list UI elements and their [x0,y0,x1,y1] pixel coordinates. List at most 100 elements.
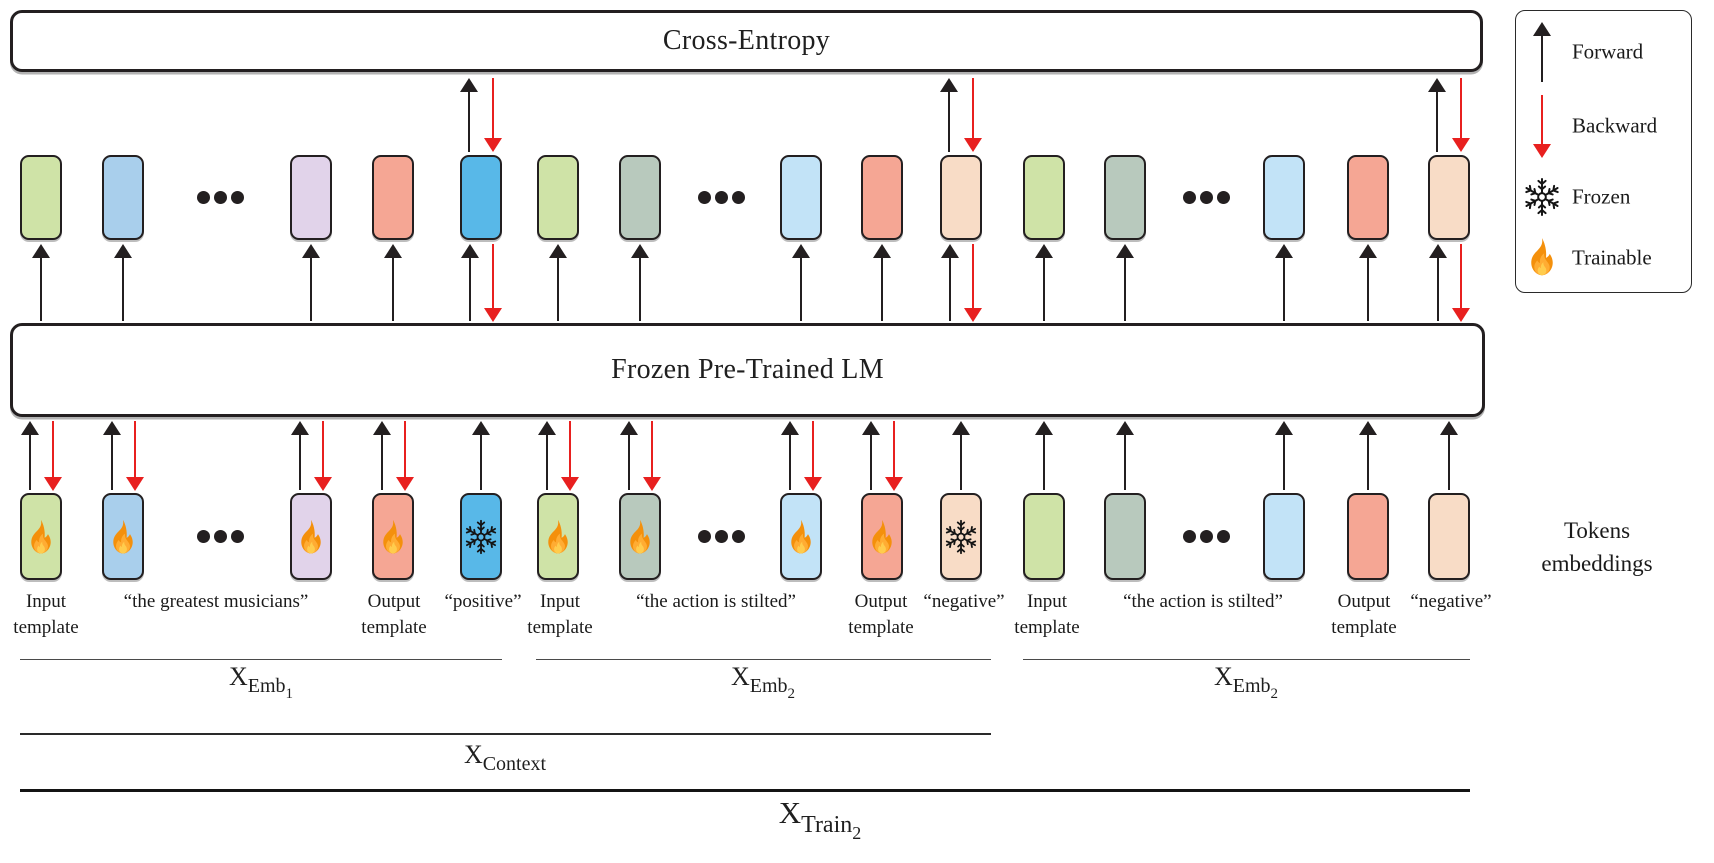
token-label: “negative” [923,591,1005,612]
forward-arrow-icon [792,244,810,321]
ellipsis-dots-icon [697,190,745,204]
backward-arrow-icon [484,78,502,152]
legend-label-forward: Forward [1572,39,1644,64]
forward-arrow-icon [291,421,309,490]
token-embedding-box [619,493,661,580]
forward-arrow-icon [952,421,970,490]
forward-arrow-icon [1035,421,1053,490]
snowflake-icon [465,519,497,554]
fire-icon [791,519,811,553]
token-label: Input template [13,591,79,638]
forward-arrow-icon [1440,421,1458,490]
forward-arrow-icon [862,421,880,490]
forward-arrow-icon [549,244,567,321]
forward-arrow-icon [620,421,638,490]
forward-arrow-icon [1429,244,1447,321]
token-label: Input template [527,591,593,638]
forward-arrow-icon [1275,421,1293,490]
forward-arrow-icon [302,244,320,321]
backward-arrow-icon [44,421,62,491]
tokens-embeddings-line1: Tokens [1563,518,1631,543]
token-embedding-box [1347,493,1389,580]
forward-arrow-icon [1116,421,1134,490]
token-box-top [1023,155,1065,240]
tokens-embeddings-line2: embeddings [1541,551,1653,576]
fire-icon [31,519,51,553]
backward-arrow-icon [804,421,822,491]
fire-icon [630,519,650,553]
backward-arrow-icon [314,421,332,491]
fire-legend-icon [1520,235,1564,279]
fire-icon [548,519,568,553]
token-label: “the action is stilted” [636,591,796,612]
token-embedding-box [537,493,579,580]
train-span-label: XTrain2 [778,795,862,843]
token-embedding-box [780,493,822,580]
token-label: Output template [1331,591,1397,638]
backward-arrow-icon [396,421,414,491]
forward-arrow-icon [941,244,959,321]
ellipsis-dots-icon [1182,190,1230,204]
forward-arrow-icon [631,244,649,321]
token-label: Output template [848,591,914,638]
token-box-top [20,155,62,240]
emb-span-line [20,659,502,661]
forward-arrow-icon [103,421,121,490]
legend-label-backward: Backward [1572,113,1658,138]
token-box-top [537,155,579,240]
token-box-top [1263,155,1305,240]
forward-arrow-icon [1359,244,1377,321]
token-label: “the action is stilted” [1123,591,1283,612]
token-box-top [619,155,661,240]
token-label: Output template [361,591,427,638]
snowflake-legend-icon [1520,176,1564,218]
backward-arrow-icon [885,421,903,491]
token-box-top [940,155,982,240]
token-box-top [1428,155,1470,240]
token-embedding-box [102,493,144,580]
emb-span-label: XEmb2 [730,662,796,702]
token-embedding-box [1263,493,1305,580]
token-embedding-box [861,493,903,580]
backward-arrow-icon [1452,78,1470,152]
backward-arrow-icon [964,78,982,152]
forward-arrow-icon [781,421,799,490]
context-span-line [20,733,991,735]
backward-arrow-icon [561,421,579,491]
token-label: “the greatest musicians” [123,591,309,612]
emb-span-label: XEmb1 [228,662,294,702]
forward-arrow-icon [1275,244,1293,321]
forward-arrow-icon [32,244,50,321]
emb-span-label: XEmb2 [1213,662,1279,702]
emb-span-line [1023,659,1470,661]
token-embedding-box [1023,493,1065,580]
token-label: “negative” [1410,591,1492,612]
forward-arrow-icon [21,421,39,490]
token-embedding-box [940,493,982,580]
fire-icon [1531,238,1553,276]
backward-arrow-icon [964,244,982,322]
ellipsis-dots-icon [1182,529,1230,543]
forward-arrow-icon [384,244,402,321]
ellipsis-dots-icon [196,529,244,543]
fire-icon [872,519,892,553]
forward-arrow-icon [472,421,490,490]
forward-arrow-icon [373,421,391,490]
forward-arrow-icon [460,78,478,152]
cross-entropy-label: Cross-Entropy [662,25,831,56]
forward-arrow-icon [461,244,479,321]
ellipsis-dots-icon [697,529,745,543]
backward-arrow-icon [1452,244,1470,322]
train-span-line [20,789,1470,793]
frozen-lm-label: Frozen Pre-Trained LM [611,354,884,385]
forward-arrow-icon [1359,421,1377,490]
forward-arrow-icon [1035,244,1053,321]
legend-label-frozen: Frozen [1572,184,1631,209]
forward-arrow-icon [538,421,556,490]
token-embedding-box [372,493,414,580]
token-box-top [1347,155,1389,240]
token-box-top [460,155,502,240]
forward-arrow-icon [940,78,958,152]
fire-icon [383,519,403,553]
